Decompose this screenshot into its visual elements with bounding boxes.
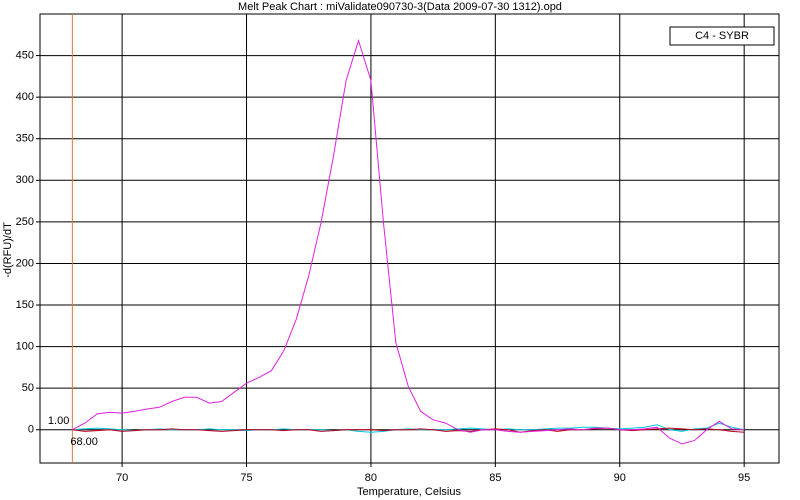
plot-area xyxy=(39,13,780,464)
series-line xyxy=(72,38,745,445)
y-tick-label: 100 xyxy=(16,340,34,352)
x-tick-label: 75 xyxy=(240,472,252,484)
legend-box xyxy=(669,26,775,46)
chart-title: Melt Peak Chart : miValidate090730-3(Dat… xyxy=(238,1,562,13)
x-tick-label: 85 xyxy=(489,472,501,484)
y-tick-label: 150 xyxy=(16,299,34,311)
plot-lines xyxy=(72,38,745,445)
legend-label: C4 - SYBR xyxy=(695,30,749,42)
x-tick-label: 70 xyxy=(116,472,128,484)
y-tick-label: 250 xyxy=(16,216,34,228)
x-tick-label: 95 xyxy=(738,472,750,484)
y-axis-label: -d(RFU)/dT xyxy=(2,222,14,278)
marker-x-label: 68.00 xyxy=(70,436,98,448)
y-tick-label: 0 xyxy=(28,424,34,436)
series-line xyxy=(72,427,745,433)
y-tick-label: 450 xyxy=(16,49,34,61)
y-tick-label: 200 xyxy=(16,257,34,269)
y-tick-label: 300 xyxy=(16,174,34,186)
x-tick-label: 90 xyxy=(614,472,626,484)
x-axis-label: Temperature, Celsius xyxy=(357,486,461,498)
y-tick-label: 350 xyxy=(16,133,34,145)
x-tick-label: 80 xyxy=(365,472,377,484)
y-tick-label: 400 xyxy=(16,91,34,103)
marker-y-label: 1.00 xyxy=(48,415,69,427)
y-tick-label: 50 xyxy=(22,382,34,394)
